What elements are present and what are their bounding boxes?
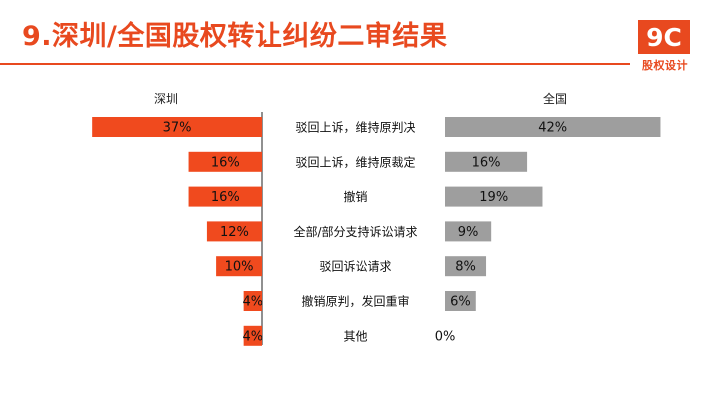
left-value-label-2: 16%	[211, 190, 240, 205]
left-value-label-5: 4%	[243, 295, 264, 310]
left-value-label-1: 16%	[211, 155, 240, 170]
right-bar-1	[445, 151, 528, 172]
left-value-label-4: 10%	[225, 260, 254, 275]
brand-logo: 9C	[638, 20, 690, 54]
right-value-label-1: 16%	[472, 155, 501, 170]
category-label-0: 驳回上诉，维持原判决	[295, 120, 415, 135]
left-bar-4	[216, 256, 262, 277]
left-bar-1	[188, 151, 262, 172]
right-bar-0	[445, 117, 661, 137]
category-label-6: 其他	[343, 329, 367, 343]
category-label-3: 全部/部分支持诉讼请求	[293, 224, 417, 239]
right-bar-5	[445, 291, 476, 311]
left-value-label-0: 37%	[163, 121, 192, 136]
brand-logo-subtitle: 股权设计	[642, 59, 688, 72]
right-series-name: 全国	[543, 91, 567, 106]
right-value-label-0: 42%	[538, 121, 567, 136]
right-bar-4	[445, 256, 487, 277]
category-label-1: 驳回上诉，维持原裁定	[295, 154, 415, 169]
page-title: 9.深圳/全国股权转让纠纷二审结果	[22, 21, 448, 52]
right-value-label-3: 9%	[458, 225, 479, 240]
right-bar-2	[445, 186, 543, 207]
category-label-2: 撤销	[343, 189, 367, 204]
left-series-name: 深圳	[154, 92, 178, 106]
left-bar-0	[92, 117, 262, 137]
right-value-label-5: 6%	[450, 295, 471, 310]
left-bar-6	[243, 325, 262, 346]
right-bar-3	[445, 221, 492, 242]
left-value-label-6: 4%	[243, 329, 264, 344]
left-bar-5	[243, 291, 262, 311]
left-value-label-3: 12%	[220, 225, 249, 240]
left-bar-2	[188, 186, 262, 207]
right-value-label-4: 8%	[455, 260, 476, 275]
right-value-label-2: 19%	[479, 190, 508, 205]
left-bar-3	[206, 221, 262, 242]
category-label-4: 驳回诉讼请求	[319, 260, 391, 274]
category-label-5: 撤销原判，发回重审	[301, 294, 409, 309]
right-value-label-6: 0%	[435, 329, 456, 344]
title-underline	[0, 63, 630, 65]
